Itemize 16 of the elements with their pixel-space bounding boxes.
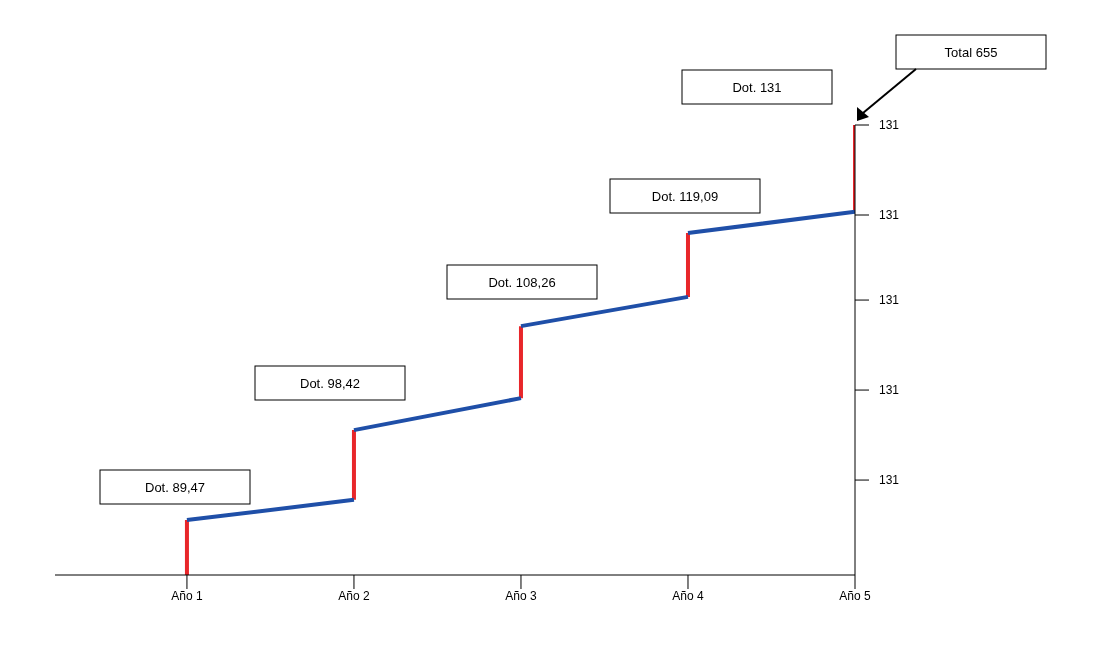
text: 131	[878, 473, 900, 488]
text: 131	[878, 118, 900, 132]
x-tick-label: Año 1	[171, 588, 203, 603]
text: 131	[878, 293, 900, 308]
x-tick-label: Año 2	[338, 588, 370, 603]
text: 131	[878, 383, 900, 398]
annotation: Dot. 98,42	[300, 376, 360, 391]
annotation: Dot. 108,26	[488, 275, 556, 290]
x-tick-label: Año 4	[672, 588, 704, 603]
text: Total 655	[944, 45, 998, 60]
annotation: Dot. 119,09	[651, 189, 719, 204]
x-tick-label: Año 5	[839, 588, 872, 603]
x-tick-label: Año 3	[505, 588, 537, 603]
text: Dot. 131	[732, 80, 782, 95]
text: 131	[878, 208, 900, 222]
annotation: Dot. 89,47	[145, 480, 205, 495]
